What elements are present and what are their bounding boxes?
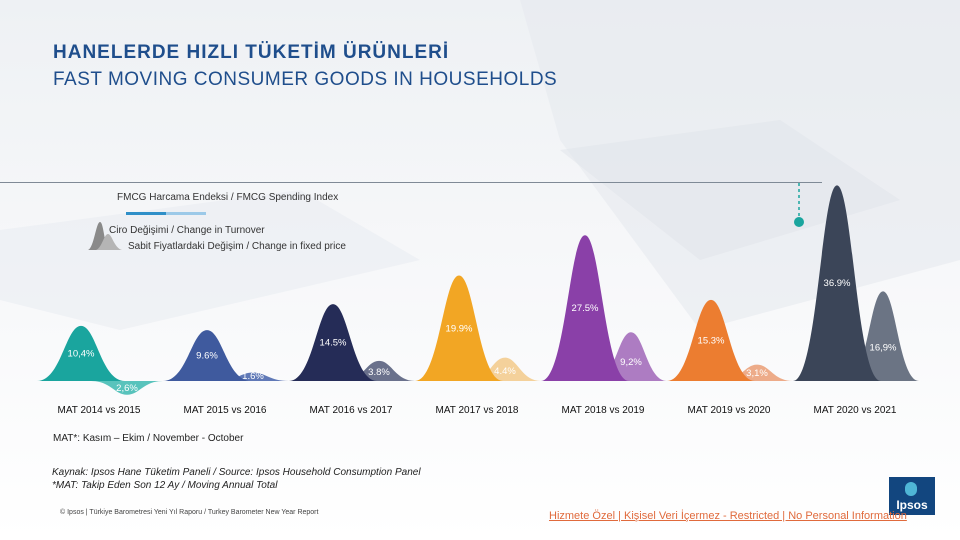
logo-text: Ipsos: [896, 498, 928, 512]
source-note: Kaynak: Ipsos Hane Tüketim Paneli / Sour…: [52, 467, 421, 478]
title-turkish: HANELERDE HIZLI TÜKETİM ÜRÜNLERİ: [53, 42, 450, 63]
turnover-peak: [793, 185, 881, 381]
fixed-price-value-label: 2,6%: [116, 383, 138, 394]
turnover-peak: [415, 275, 503, 381]
copyright-text: © Ipsos | Türkiye Barometresi Yeni Yıl R…: [60, 509, 319, 516]
logo-mark-icon: [905, 482, 917, 496]
category-label: MAT 2015 vs 2016: [183, 405, 266, 416]
legend-bar-dark: [126, 212, 166, 215]
turnover-value-label: 10,4%: [68, 348, 95, 359]
legend-title: FMCG Harcama Endeksi / FMCG Spending Ind…: [117, 192, 339, 203]
category-label: MAT 2016 vs 2017: [309, 405, 392, 416]
turnover-peak: [541, 235, 629, 381]
turnover-value-label: 15.3%: [698, 335, 725, 346]
category-label: MAT 2019 vs 2020: [687, 405, 770, 416]
legend-peaks-icon: [88, 222, 122, 250]
category-label: MAT 2014 vs 2015: [57, 405, 140, 416]
turnover-value-label: 14.5%: [320, 338, 347, 349]
fixed-price-value-label: 16,9%: [870, 343, 897, 354]
category-label: MAT 2020 vs 2021: [813, 405, 896, 416]
category-label: MAT 2017 vs 2018: [435, 405, 518, 416]
fixed-price-value-label: 9,2%: [620, 357, 642, 368]
restricted-label[interactable]: Hizmete Özel | Kişisel Veri İçermez - Re…: [549, 510, 907, 522]
fixed-price-peak: [91, 381, 163, 395]
turnover-value-label: 9.6%: [196, 351, 218, 362]
turnover-value-label: 27.5%: [572, 303, 599, 314]
category-label: MAT 2018 vs 2019: [561, 405, 644, 416]
turnover-peak: [163, 330, 251, 381]
fixed-price-value-label: 4.4%: [494, 366, 516, 377]
turnover-peak: [289, 304, 377, 381]
fixed-price-value-label: 1.6%: [242, 371, 264, 382]
turnover-peak: [37, 325, 125, 381]
ipsos-logo: Ipsos: [889, 477, 935, 515]
title-english: FAST MOVING CONSUMER GOODS IN HOUSEHOLDS: [53, 69, 558, 90]
turnover-value-label: 19.9%: [446, 323, 473, 334]
turnover-value-label: 36.9%: [824, 278, 851, 289]
legend-bar-light: [166, 212, 206, 215]
connector-dot: [794, 217, 804, 227]
top-divider-line: [0, 182, 822, 183]
legend-item-fixed-price: Sabit Fiyatlardaki Değişim / Change in f…: [128, 241, 346, 252]
mat-definition-note: *MAT: Takip Eden Son 12 Ay / Moving Annu…: [52, 480, 278, 491]
fixed-price-value-label: 3,1%: [746, 368, 768, 379]
turnover-peak: [667, 299, 755, 381]
fixed-price-value-label: 3.8%: [368, 367, 390, 378]
mat-note: MAT*: Kasım – Ekim / November - October: [53, 433, 244, 444]
legend-item-turnover: Ciro Değişimi / Change in Turnover: [109, 225, 265, 236]
